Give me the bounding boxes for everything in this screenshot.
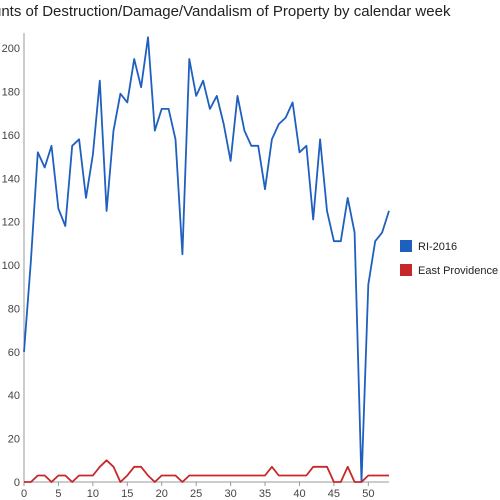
y-tick-label: 100 [2,260,20,272]
x-tick-label: 40 [293,488,305,500]
x-tick-label: 25 [190,488,202,500]
x-tick-label: 10 [87,488,99,500]
legend-swatch [400,240,412,252]
legend-label: East Providence [418,265,498,277]
y-tick-label: 140 [2,173,20,185]
y-tick-label: 180 [2,87,20,99]
y-tick-label: 0 [14,477,20,489]
x-tick-label: 35 [259,488,271,500]
legend-label: RI-2016 [418,241,457,253]
y-tick-label: 20 [8,434,20,446]
y-tick-label: 200 [2,43,20,55]
x-tick-label: 5 [55,488,61,500]
y-tick-label: 40 [8,390,20,402]
legend-swatch [400,264,412,276]
y-tick-label: 160 [2,130,20,142]
x-tick-label: 50 [362,488,374,500]
x-tick-label: 20 [156,488,168,500]
y-tick-label: 120 [2,217,20,229]
x-tick-label: 45 [328,488,340,500]
chart-title: unts of Destruction/Damage/Vandalism of … [0,3,451,20]
series-line-east-providence [24,459,389,483]
y-tick-label: 80 [8,303,20,315]
x-tick-label: 15 [121,488,133,500]
x-tick-label: 30 [224,488,236,500]
x-tick-label: 0 [21,488,27,500]
series-line-ri-2016 [23,36,390,483]
y-tick-label: 60 [8,347,20,359]
